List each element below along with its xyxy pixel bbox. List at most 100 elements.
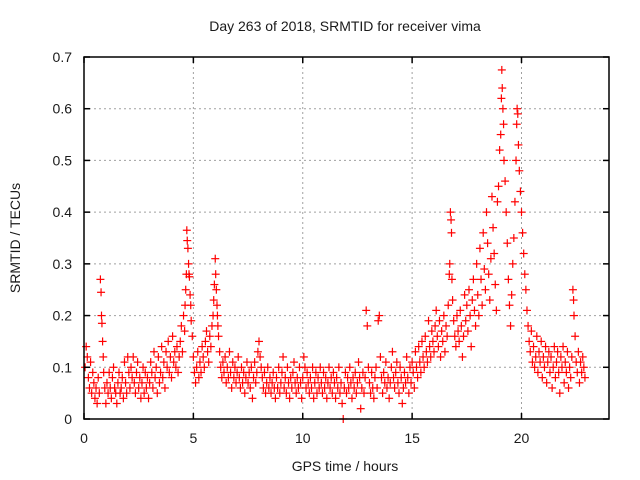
- data-point: [372, 363, 381, 372]
- data-point: [478, 301, 487, 310]
- data-point: [210, 280, 219, 289]
- data-point: [498, 104, 507, 113]
- data-point: [256, 352, 265, 361]
- data-point: [277, 368, 286, 377]
- data-point: [510, 197, 519, 206]
- data-point: [169, 358, 178, 367]
- data-point: [221, 352, 230, 361]
- data-point: [128, 373, 137, 382]
- data-point: [192, 363, 201, 372]
- data-point: [90, 394, 99, 403]
- chart-title: Day 263 of 2018, SRMTID for receiver vim…: [209, 18, 481, 34]
- data-point: [241, 373, 250, 382]
- data-point: [120, 358, 129, 367]
- data-point: [530, 363, 539, 372]
- data-point: [533, 368, 542, 377]
- data-point: [186, 301, 195, 310]
- data-point: [92, 383, 101, 392]
- data-point: [489, 223, 498, 232]
- data-point: [373, 383, 382, 392]
- data-point: [417, 337, 426, 346]
- data-point: [517, 208, 526, 217]
- data-point: [542, 378, 551, 387]
- data-point: [172, 342, 181, 351]
- data-point: [156, 368, 165, 377]
- data-point: [381, 358, 390, 367]
- data-point: [540, 363, 549, 372]
- y-tick-label: 0.2: [53, 308, 73, 324]
- data-point: [569, 296, 578, 305]
- data-point: [183, 236, 192, 245]
- data-point: [577, 368, 586, 377]
- y-axis-label: SRMTID / TECUs: [7, 183, 23, 293]
- data-point: [376, 352, 385, 361]
- data-point: [260, 368, 269, 377]
- data-point: [531, 352, 540, 361]
- data-point: [101, 399, 110, 408]
- data-point: [198, 342, 207, 351]
- data-point: [96, 275, 105, 284]
- data-point: [225, 347, 234, 356]
- data-point: [529, 342, 538, 351]
- data-point: [154, 352, 163, 361]
- data-point: [467, 342, 476, 351]
- data-point: [325, 363, 333, 372]
- data-point: [342, 389, 351, 398]
- data-point: [255, 337, 263, 346]
- data-point: [263, 363, 272, 372]
- data-point: [414, 342, 423, 351]
- data-point: [541, 342, 550, 351]
- data-point: [513, 109, 522, 118]
- data-point: [332, 373, 341, 382]
- data-point: [164, 337, 173, 346]
- data-point: [432, 306, 441, 315]
- data-point: [185, 272, 194, 281]
- data-point: [274, 363, 283, 372]
- data-point: [367, 368, 376, 377]
- data-point: [214, 332, 223, 341]
- data-point: [121, 378, 130, 387]
- data-point: [84, 373, 93, 382]
- data-point: [329, 368, 338, 377]
- data-point: [280, 383, 289, 392]
- data-point: [532, 332, 541, 341]
- data-point: [125, 383, 134, 392]
- data-point: [203, 347, 212, 356]
- data-point: [209, 296, 218, 305]
- data-point: [423, 358, 432, 367]
- data-point: [179, 311, 188, 320]
- data-point: [252, 368, 261, 377]
- data-point: [283, 363, 292, 372]
- data-point: [411, 347, 420, 356]
- y-tick-label: 0.5: [53, 152, 73, 168]
- data-point: [515, 166, 524, 175]
- data-point: [326, 383, 335, 392]
- data-point: [322, 394, 331, 403]
- data-point: [269, 368, 278, 377]
- data-point: [365, 378, 374, 387]
- data-point: [463, 327, 472, 336]
- data-point: [129, 352, 138, 361]
- data-point: [285, 394, 294, 403]
- data-point: [520, 270, 529, 279]
- data-point: [566, 373, 575, 382]
- data-point: [308, 363, 317, 372]
- data-point: [290, 358, 298, 367]
- data-point: [162, 347, 171, 356]
- data-point: [184, 259, 193, 268]
- data-point: [493, 197, 502, 206]
- data-point: [222, 378, 231, 387]
- data-point: [471, 321, 480, 330]
- data-point: [545, 368, 554, 377]
- data-point: [305, 389, 314, 398]
- data-point: [201, 337, 210, 346]
- data-point: [563, 347, 572, 356]
- data-point: [364, 363, 373, 372]
- data-point: [527, 327, 536, 336]
- data-point: [97, 288, 106, 297]
- data-point: [105, 368, 114, 377]
- data-point: [442, 321, 451, 330]
- data-point: [430, 347, 438, 356]
- data-point: [410, 383, 419, 392]
- data-point: [447, 215, 456, 224]
